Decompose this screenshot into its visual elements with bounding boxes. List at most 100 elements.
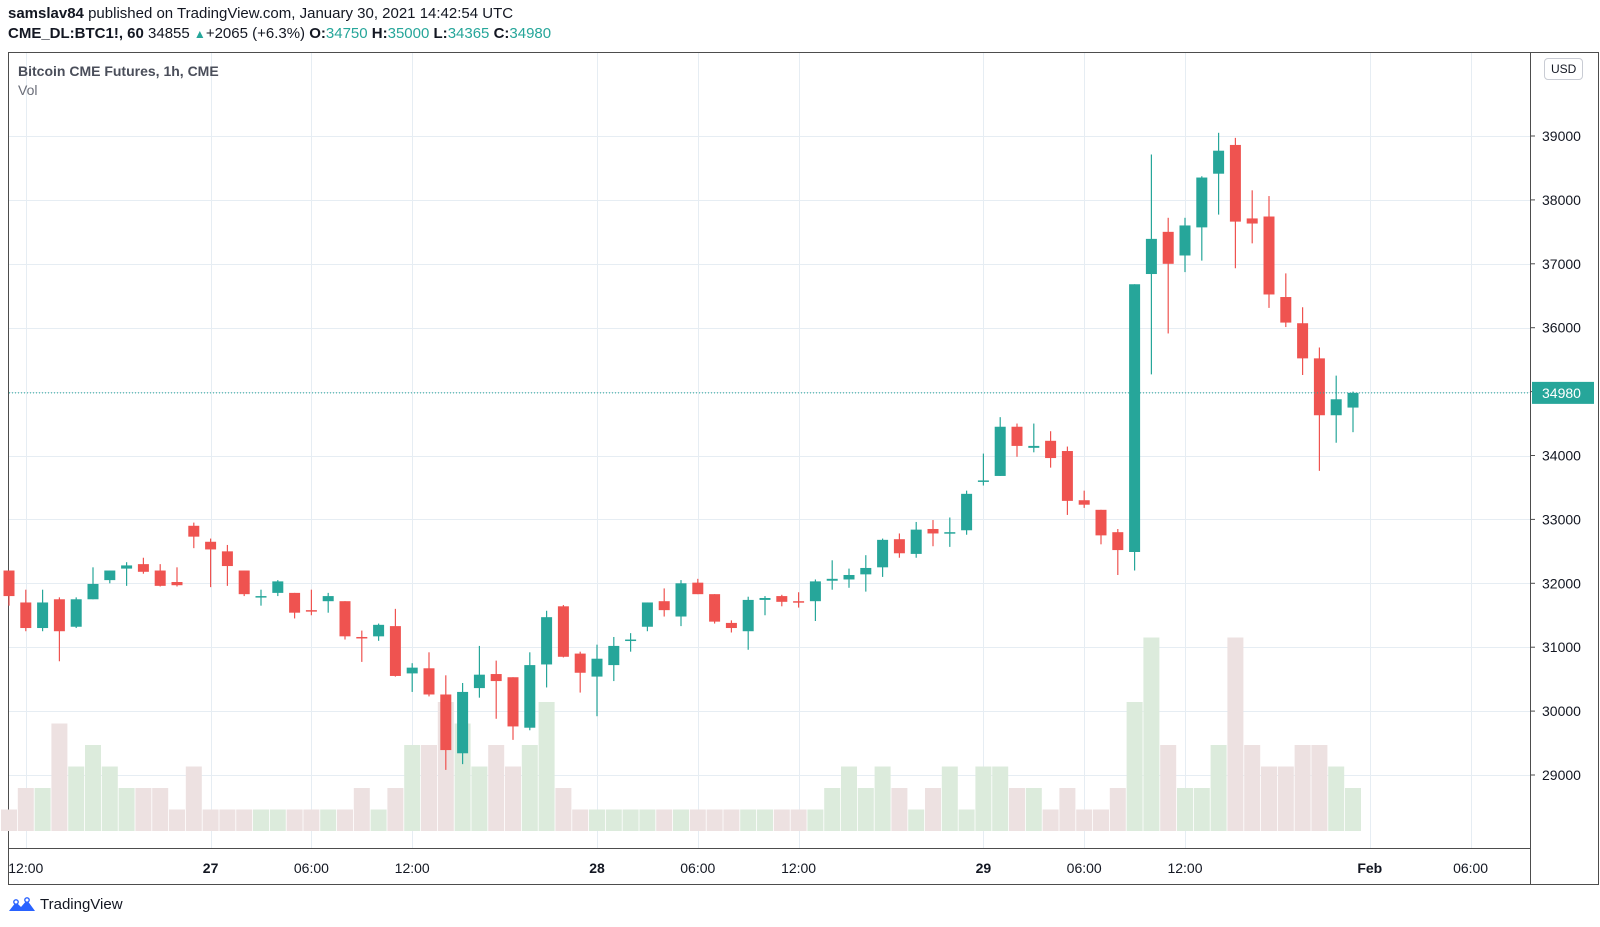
candle-body bbox=[608, 645, 620, 666]
candle-body bbox=[1045, 440, 1057, 459]
time-tick-label: Feb bbox=[1357, 860, 1382, 876]
price-tick-label: 38000 bbox=[1542, 192, 1581, 208]
time-tick-label: 12:00 bbox=[8, 860, 43, 876]
volume-bar bbox=[471, 766, 488, 831]
volume-bar bbox=[51, 723, 68, 831]
candle-body bbox=[625, 639, 637, 642]
last-price: 34855 bbox=[148, 25, 190, 42]
symbol-label: CME_DL:BTC1!, 60 bbox=[8, 25, 144, 42]
volume-bar bbox=[269, 809, 286, 831]
volume-bar bbox=[1093, 809, 1109, 831]
price-tick-label: 32000 bbox=[1542, 575, 1581, 591]
candle-body bbox=[137, 564, 149, 572]
tradingview-brand[interactable]: TradingView bbox=[8, 896, 123, 913]
candle-body bbox=[910, 529, 922, 554]
price-tick-label: 29000 bbox=[1542, 767, 1581, 783]
volume-bar bbox=[773, 809, 790, 831]
volume-bar bbox=[505, 766, 521, 831]
candle-body bbox=[557, 606, 569, 657]
volume-bar bbox=[1109, 788, 1126, 831]
time-tick-label: 12:00 bbox=[395, 860, 430, 876]
ohlc-legend: CME_DL:BTC1!, 60 34855 ▲+2065 (+6.3%) O:… bbox=[8, 25, 551, 42]
candle-body bbox=[1061, 451, 1073, 501]
candle-body bbox=[473, 674, 485, 689]
publisher-username[interactable]: samslav84 bbox=[8, 5, 84, 22]
price-tick-label: 31000 bbox=[1542, 639, 1581, 655]
candle-body bbox=[1162, 231, 1174, 264]
candle-body bbox=[440, 694, 452, 751]
volume-bar bbox=[320, 809, 337, 831]
volume-bar bbox=[152, 788, 169, 831]
candle-body bbox=[1246, 218, 1258, 224]
publish-line: samslav84 published on TradingView.com, … bbox=[8, 5, 513, 22]
price-tick-label: 34000 bbox=[1542, 448, 1581, 464]
volume-bar bbox=[689, 809, 706, 831]
volume-bar bbox=[1009, 788, 1025, 831]
volume-bar bbox=[202, 809, 219, 831]
candle-body bbox=[1280, 297, 1292, 323]
candle-body bbox=[709, 594, 721, 622]
candle-body bbox=[188, 525, 200, 537]
volume-bar bbox=[1160, 745, 1177, 831]
candle-body bbox=[1145, 238, 1157, 275]
candle-body bbox=[356, 636, 368, 639]
volume-bar bbox=[17, 788, 34, 831]
candle-body bbox=[70, 599, 82, 627]
candle-body bbox=[457, 691, 469, 754]
candle-body bbox=[423, 668, 435, 695]
candle-body bbox=[121, 565, 133, 569]
candle-body bbox=[154, 570, 166, 586]
volume-bar bbox=[1143, 637, 1160, 831]
candle-body bbox=[1095, 509, 1107, 536]
candle-body bbox=[20, 602, 32, 629]
time-tick-label: 29 bbox=[976, 860, 992, 876]
last-price-tag bbox=[1532, 381, 1594, 404]
volume-bar bbox=[353, 788, 370, 831]
price-tick-label: 33000 bbox=[1542, 511, 1581, 527]
price-change: +2065 (+6.3%) bbox=[205, 25, 306, 42]
volume-label: Vol bbox=[18, 82, 38, 98]
chart-frame bbox=[8, 52, 1599, 885]
candle-body bbox=[927, 528, 939, 534]
volume-bar bbox=[169, 809, 185, 831]
volume-bar bbox=[639, 809, 656, 831]
time-tick-label: 06:00 bbox=[1067, 860, 1102, 876]
volume-bar bbox=[723, 809, 740, 831]
candle-body bbox=[1229, 144, 1241, 222]
candle-body bbox=[893, 539, 905, 554]
candle-body bbox=[692, 582, 704, 595]
candle-body bbox=[944, 532, 956, 534]
candle-body bbox=[238, 570, 250, 595]
volume-bar bbox=[622, 809, 639, 831]
volume-bar bbox=[303, 809, 320, 831]
open-label: O: bbox=[309, 25, 326, 42]
price-tick-label: 37000 bbox=[1542, 256, 1581, 272]
volume-bar bbox=[1294, 745, 1311, 831]
publish-info: published on TradingView.com, January 30… bbox=[88, 5, 514, 22]
currency-button[interactable]: USD bbox=[1544, 58, 1584, 80]
volume-bar bbox=[236, 809, 253, 831]
volume-bar bbox=[1277, 766, 1294, 831]
candle-body bbox=[1330, 399, 1342, 416]
candle-body bbox=[1347, 392, 1359, 408]
candle-body bbox=[793, 601, 805, 603]
volume-bar bbox=[891, 788, 908, 831]
candle-body bbox=[1112, 532, 1124, 551]
volume-bar bbox=[34, 788, 51, 831]
volume-bar bbox=[908, 809, 925, 831]
grid-lines bbox=[9, 53, 1530, 848]
volume-bar bbox=[370, 809, 387, 831]
volume-bar bbox=[824, 788, 841, 831]
candle-body bbox=[809, 581, 821, 602]
volume-bar bbox=[101, 766, 118, 831]
candle-body bbox=[641, 602, 653, 627]
candle-body bbox=[406, 667, 418, 674]
price-tick-label: 30000 bbox=[1542, 703, 1581, 719]
candle-body bbox=[742, 599, 754, 632]
candle-body bbox=[339, 601, 351, 637]
volume-bar bbox=[740, 809, 757, 831]
volume-bar bbox=[118, 788, 135, 831]
high-value: 35000 bbox=[387, 25, 430, 42]
candle-body bbox=[574, 653, 586, 673]
